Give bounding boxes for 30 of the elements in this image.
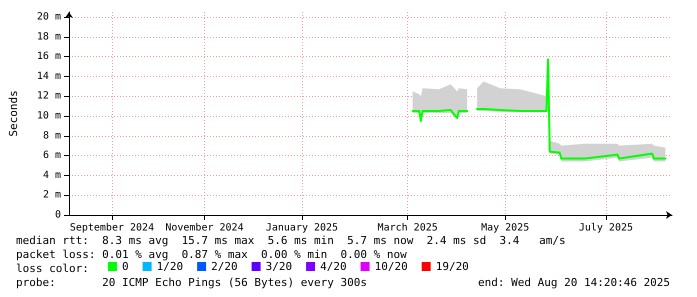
legend-label: 4/20 — [320, 260, 347, 273]
y-tick-label: 12 m — [36, 90, 61, 102]
text: median rtt: 8.3 ms avg 15.7 ms max 5.6 ms min 5.7 ms now 2.4 ms sd 3.4 am/s — [16, 234, 566, 247]
legend-label: 10/20 — [374, 260, 408, 273]
x-tick-label: November 2024 — [165, 222, 244, 234]
legend-label: 3/20 — [266, 260, 292, 273]
y-tick-label: 0 — [54, 210, 61, 220]
y-tick-label: 18 m — [36, 31, 61, 42]
y-tick-label: 2 m — [42, 190, 61, 201]
text: packet loss: 0.01 % avg 0.87 % max 0.00 % min 0.00 % now — [16, 248, 407, 261]
y-tick-label: 16 m — [36, 51, 61, 62]
y-tick-label: 20 m — [36, 11, 61, 22]
legend-label: 2/20 — [211, 260, 238, 273]
y-axis-title: Seconds — [7, 90, 20, 137]
legend-label: 1/20 — [156, 260, 184, 273]
x-tick-label: September 2024 — [70, 222, 154, 234]
x-tick-label: January 2025 — [266, 222, 338, 234]
legend-label: 0 — [122, 260, 129, 273]
y-tick-label: 6 m — [42, 150, 61, 162]
x-tick-label: May 2025 — [481, 222, 530, 234]
y-tick-label: 14 m — [36, 70, 61, 82]
legend-label: 19/20 — [436, 260, 469, 273]
text: end: Wed Aug 20 14:20:46 2025 — [478, 276, 670, 289]
x-tick-label: March 2025 — [378, 222, 438, 234]
y-tick-label: 10 m — [36, 110, 61, 122]
y-tick-label: 8 m — [42, 130, 61, 142]
y-tick-label: 4 m — [42, 170, 61, 181]
legend-title: loss color: — [16, 262, 89, 275]
x-tick-label: July 2025 — [578, 222, 634, 234]
text: probe: 20 ICMP Echo Pings (56 Bytes) every 300s — [16, 276, 367, 289]
